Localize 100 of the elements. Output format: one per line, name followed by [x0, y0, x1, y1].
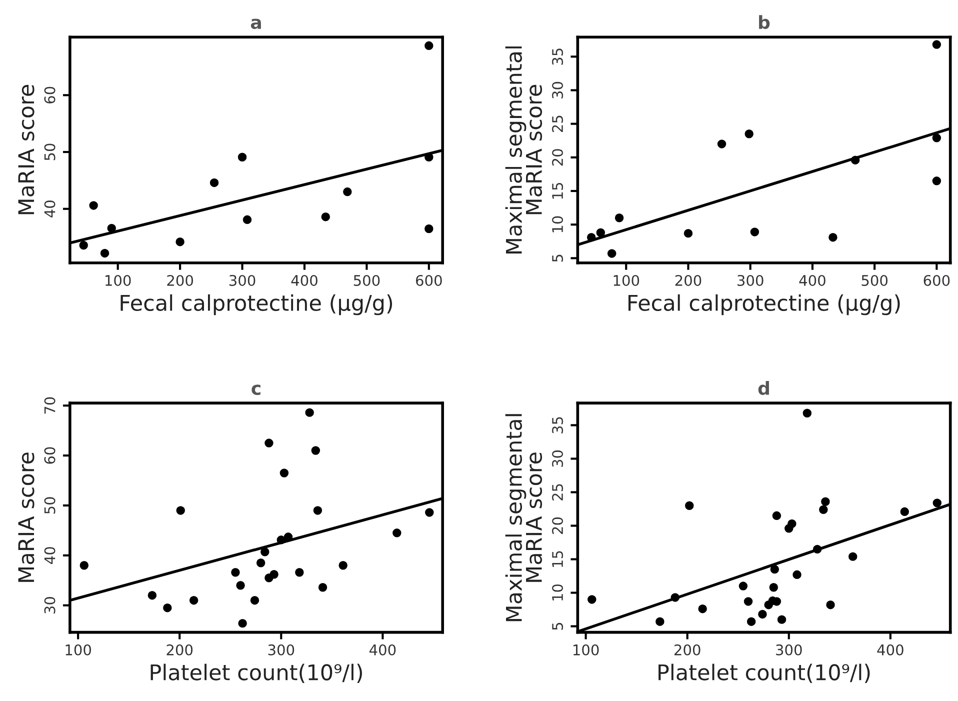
point: [236, 580, 245, 590]
point: [788, 519, 796, 528]
point: [828, 232, 838, 242]
point: [424, 41, 434, 50]
point: [750, 228, 760, 236]
x-tick-label: 300: [229, 274, 256, 286]
y-tick-label: 50: [44, 497, 56, 514]
point: [343, 187, 352, 196]
x-tick-label: 400: [877, 644, 904, 656]
y-tick-label: 10: [552, 216, 564, 232]
point: [656, 617, 664, 626]
x-tick-label: 500: [354, 274, 380, 286]
chart-title: d: [758, 381, 769, 395]
y-tick-label: 30: [552, 450, 564, 467]
point: [238, 152, 247, 162]
x-tick-label: 300: [776, 644, 802, 656]
point: [256, 558, 266, 568]
point: [318, 582, 328, 592]
y-tick-label: 20: [552, 149, 564, 166]
point: [425, 508, 434, 517]
x-tick-label: 100: [66, 644, 92, 656]
point: [819, 505, 828, 514]
y-tick-label: 5: [552, 622, 564, 630]
y-tick-label: 5: [552, 254, 564, 262]
y-tick-label: 50: [44, 144, 56, 160]
point: [295, 568, 304, 577]
x-tick-label: 200: [675, 274, 702, 286]
point: [777, 615, 786, 624]
point: [264, 438, 274, 448]
point: [321, 212, 330, 222]
x-tick-label: 100: [614, 274, 640, 286]
point: [812, 544, 822, 554]
point: [932, 176, 942, 186]
point: [596, 228, 606, 238]
point: [176, 237, 184, 246]
y-tick-label: 40: [44, 547, 56, 564]
y-tick-label: 60: [44, 447, 56, 464]
y-tick-label: 20: [552, 517, 564, 534]
y-tick-label: 15: [552, 551, 564, 567]
point: [392, 528, 402, 538]
point: [758, 610, 767, 619]
point: [932, 498, 942, 508]
point: [79, 240, 88, 250]
point: [89, 201, 98, 210]
point: [270, 570, 278, 579]
y-tick-label: 15: [552, 182, 564, 199]
point: [586, 232, 596, 242]
chart-title: c: [252, 384, 260, 395]
y-axis-title: Maximal segmental MaRIA score: [505, 414, 542, 622]
y-tick-label: 35: [552, 417, 564, 434]
point: [311, 446, 320, 455]
x-tick-label: 100: [573, 644, 599, 656]
point: [607, 249, 616, 258]
point: [250, 596, 260, 605]
point: [769, 583, 778, 592]
chart-title: b: [759, 15, 770, 30]
point: [176, 506, 185, 515]
x-axis-title: Fecal calprotectine (µg/g): [120, 294, 392, 316]
point: [848, 552, 858, 561]
x-tick-label: 500: [862, 274, 888, 286]
point: [821, 497, 830, 506]
point: [260, 548, 270, 556]
x-axis-title: Fecal calprotectine (µg/g): [628, 294, 900, 316]
x-tick-label: 400: [369, 644, 396, 656]
point: [338, 561, 348, 570]
point: [107, 224, 116, 233]
y-tick-label: 10: [552, 584, 564, 600]
y-axis-title: Maximal segmental MaRIA score: [505, 46, 542, 254]
point: [163, 603, 172, 612]
point: [685, 501, 694, 510]
point: [148, 590, 157, 600]
point: [932, 40, 942, 49]
point: [770, 564, 780, 574]
x-tick-label: 200: [167, 274, 193, 286]
point: [684, 228, 693, 238]
point: [424, 224, 434, 234]
x-tick-label: 400: [291, 274, 318, 286]
point: [614, 213, 624, 222]
y-tick-label: 30: [44, 597, 56, 614]
point: [746, 617, 756, 626]
point: [231, 568, 240, 577]
y-tick-label: 60: [44, 86, 56, 104]
point: [305, 408, 314, 417]
point: [210, 178, 219, 188]
x-tick-label: 100: [106, 274, 131, 286]
x-tick-label: 300: [268, 644, 294, 656]
x-tick-label: 600: [924, 274, 950, 286]
chart-title: a: [250, 18, 261, 30]
y-axis-title: MaRIA score: [18, 452, 34, 582]
point: [738, 582, 748, 590]
point: [792, 570, 802, 580]
point: [588, 595, 596, 604]
point: [850, 156, 860, 164]
x-tick-label: 200: [166, 644, 193, 656]
x-tick-label: 400: [799, 274, 826, 286]
point: [744, 130, 754, 138]
point: [238, 618, 247, 628]
y-tick-label: 35: [552, 48, 564, 65]
point: [670, 593, 680, 602]
y-tick-label: 25: [552, 484, 564, 500]
